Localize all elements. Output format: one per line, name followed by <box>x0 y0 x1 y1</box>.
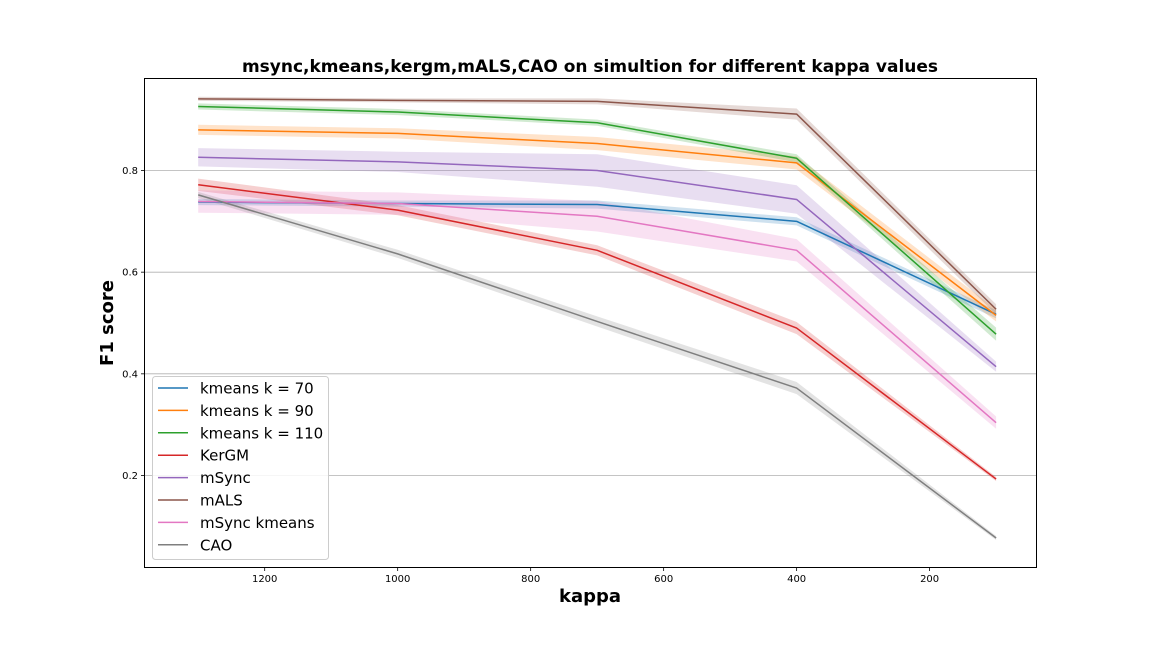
x-axis-label: kappa <box>559 586 621 607</box>
legend-label-3: KerGM <box>200 447 249 465</box>
legend-label-6: mSync kmeans <box>200 514 315 532</box>
legend-label-0: kmeans k = 70 <box>200 380 314 398</box>
legend-label-1: kmeans k = 90 <box>200 402 314 420</box>
x-tick-label: 1200 <box>252 574 277 585</box>
x-axis-ticks: 1200 1000 800 600 400 200 <box>252 567 939 585</box>
series-line-7 <box>197 194 997 539</box>
series-line-5 <box>198 98 997 310</box>
legend-label-5: mALS <box>200 492 243 510</box>
legend: kmeans k = 70 kmeans k = 90 kmeans k = 110… <box>152 376 329 560</box>
legend-label-7: CAO <box>200 536 232 554</box>
legend-label-2: kmeans k = 110 <box>200 424 323 442</box>
x-tick-label: 800 <box>521 574 540 585</box>
y-tick-label: 0.4 <box>122 369 138 380</box>
series-line-4 <box>198 156 997 368</box>
x-tick-label: 200 <box>920 574 939 585</box>
y-tick-label: 0.8 <box>122 166 138 177</box>
series-line-6 <box>198 200 997 424</box>
series-band-4 <box>198 148 997 372</box>
legend-box <box>152 376 329 560</box>
series-line-3 <box>198 183 997 480</box>
series-line-2 <box>198 105 997 335</box>
series-lines <box>197 98 997 539</box>
x-tick-label: 400 <box>787 574 806 585</box>
series-line-1 <box>198 129 997 316</box>
chart-title: msync,kmeans,kergm,mALS,CAO on simultion… <box>242 57 938 77</box>
x-tick-label: 600 <box>654 574 673 585</box>
y-tick-label: 0.6 <box>122 268 138 279</box>
y-axis-label: F1 score <box>97 280 118 366</box>
x-tick-label: 1000 <box>385 574 410 585</box>
legend-label-4: mSync <box>200 469 251 487</box>
y-tick-label: 0.2 <box>122 471 138 482</box>
plot-frame <box>144 78 1037 568</box>
y-axis-ticks: 0.2 0.4 0.6 0.8 <box>122 166 145 482</box>
